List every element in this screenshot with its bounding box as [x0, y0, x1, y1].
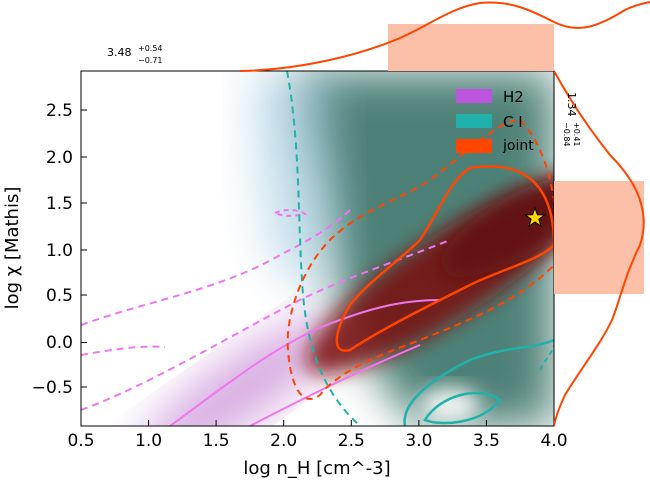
plot-area: H2 C I joint 0.5 1.0 1.5 2.0 2.5 3.0 3.5…	[2, 70, 568, 479]
h2-contour-inner-lower	[249, 344, 421, 426]
h2-contour-outer-left	[81, 345, 166, 356]
ci-contour-inner-island	[423, 391, 502, 425]
right-marginal-interval	[554, 181, 644, 294]
joint-density-core	[440, 173, 554, 277]
top-marginal-curve	[239, 1, 650, 72]
x-tick-label: 3.0	[405, 431, 432, 451]
right-marginal-err-minus: −0.84	[562, 122, 571, 147]
h2-density	[140, 316, 340, 426]
y-tick-label: 1.0	[46, 241, 73, 261]
y-tick-label: −0.5	[32, 378, 73, 398]
top-marginal-err-minus: −0.71	[138, 56, 163, 65]
legend-label-ci: C I	[503, 113, 523, 131]
h2-contour-inner-upper	[169, 299, 441, 426]
legend: H2 C I joint	[456, 88, 534, 154]
density-layers	[81, 71, 554, 426]
legend-swatch-h2	[456, 89, 492, 103]
y-tick-label: 2.5	[46, 101, 73, 121]
ci-density-halo	[250, 71, 340, 300]
x-tick-label: 2.5	[338, 431, 365, 451]
y-tick-label: 0.0	[46, 333, 73, 353]
joint-contour-outer	[286, 118, 554, 400]
y-tick-label: 1.5	[46, 194, 73, 214]
x-tick-label: 0.5	[67, 431, 94, 451]
joint-contour-inner	[335, 165, 554, 352]
x-tick-label: 2.0	[270, 431, 297, 451]
right-marginal-curve	[554, 70, 645, 426]
x-axis: 0.5 1.0 1.5 2.0 2.5 3.0 3.5 4.0 log n_H …	[67, 420, 568, 479]
x-tick-label: 1.5	[203, 431, 230, 451]
y-tick-label: 2.0	[46, 148, 73, 168]
top-marginal-estimate: 3.48	[107, 46, 132, 59]
h2-contour-island	[272, 209, 308, 217]
top-marginal-interval	[388, 24, 554, 71]
top-marginal: 3.48 +0.54 −0.71	[107, 1, 650, 72]
y-axis-label: log χ [Mathis]	[2, 187, 23, 310]
x-tick-label: 1.0	[135, 431, 162, 451]
legend-label-h2: H2	[503, 88, 524, 106]
top-marginal-err-plus: +0.54	[138, 44, 163, 53]
x-axis-label: log n_H [cm^-3]	[243, 458, 390, 479]
right-marginal-estimate: 1.34	[565, 92, 578, 117]
ci-low-region	[420, 387, 480, 423]
best-fit-star	[524, 206, 546, 228]
legend-swatch-joint	[456, 139, 492, 153]
y-axis: −0.5 0.0 0.5 1.0 1.5 2.0 2.5 log χ [Math…	[2, 101, 87, 398]
ci-contour-inner	[403, 338, 554, 426]
right-marginal: 1.34 +0.41 −0.84	[554, 70, 645, 426]
x-tick-label: 3.5	[473, 431, 500, 451]
legend-label-joint: joint	[502, 138, 534, 154]
right-marginal-err-plus: +0.41	[572, 122, 581, 147]
y-tick-label: 0.5	[46, 286, 73, 306]
x-tick-label: 4.0	[540, 431, 567, 451]
legend-swatch-ci	[456, 114, 492, 128]
